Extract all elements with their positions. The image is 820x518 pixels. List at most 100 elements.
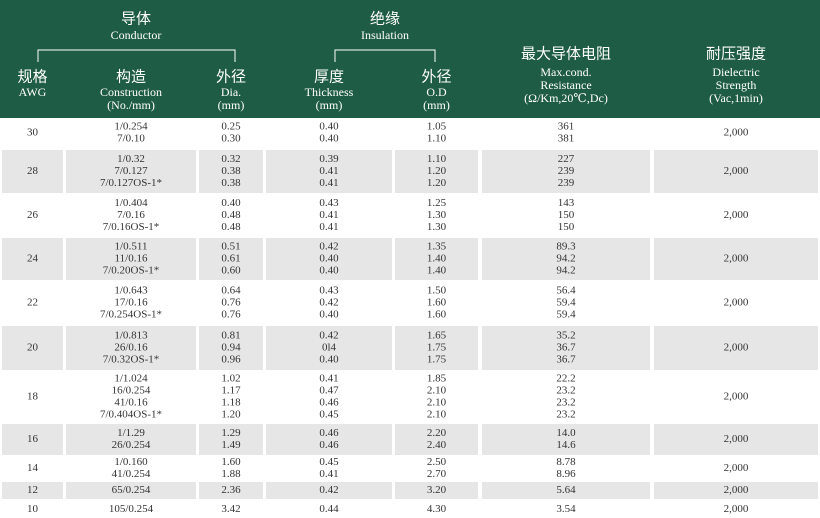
thickness-value: 0.41 xyxy=(319,221,338,233)
cell-background xyxy=(199,238,263,280)
thickness-value: 0.42 xyxy=(319,297,338,309)
cell-background xyxy=(395,238,478,280)
group-en: Insulation xyxy=(361,28,409,42)
dia-value: 0.76 xyxy=(221,309,241,321)
resistance-value: 36.7 xyxy=(556,342,576,354)
column-en: Thickness xyxy=(305,85,354,99)
column-en: Dielectric xyxy=(712,65,759,79)
thickness-value: 0.40 xyxy=(319,354,339,366)
dia-value: 2.36 xyxy=(221,484,241,496)
awg-value: 10 xyxy=(27,503,39,515)
dia-value: 0.30 xyxy=(221,133,241,145)
dia-value: 1.18 xyxy=(221,397,241,409)
dia-value: 0.38 xyxy=(221,177,241,189)
awg-value: 14 xyxy=(27,462,39,474)
group-zh: 导体 xyxy=(121,10,151,27)
awg-value: 12 xyxy=(27,484,38,496)
resistance-value: 239 xyxy=(558,177,575,189)
od-value: 2.70 xyxy=(427,468,447,480)
group-zh: 绝缘 xyxy=(370,10,400,27)
dia-value: 3.42 xyxy=(221,503,240,515)
cell-background xyxy=(2,482,63,499)
resistance-value: 56.4 xyxy=(556,285,576,297)
construction-value: 1/0.254 xyxy=(114,121,148,133)
awg-value: 30 xyxy=(27,127,39,139)
column-zh: 构造 xyxy=(116,68,146,85)
thickness-value: 0.45 xyxy=(319,456,339,468)
od-value: 1.75 xyxy=(427,342,447,354)
awg-value: 26 xyxy=(27,209,39,221)
cell-background xyxy=(395,424,478,455)
thickness-value: 0.40 xyxy=(319,265,339,277)
dielectric-value: 2,000 xyxy=(724,391,749,403)
column-zh: 厚度 xyxy=(314,68,344,85)
construction-value: 1/0.32 xyxy=(117,153,145,165)
cell-background xyxy=(482,150,650,193)
column-en: AWG xyxy=(19,85,47,99)
cell-background xyxy=(266,424,392,455)
column-en: Construction xyxy=(100,85,162,99)
column-en: Strength xyxy=(716,78,757,92)
cell-background xyxy=(395,150,478,193)
column-zh: 外径 xyxy=(216,68,246,85)
dia-value: 1.88 xyxy=(221,468,241,480)
dia-value: 0.94 xyxy=(221,342,241,354)
thickness-value: 0.42 xyxy=(319,241,338,253)
cell-background xyxy=(2,326,63,370)
od-value: 1.60 xyxy=(427,297,447,309)
od-value: 2.10 xyxy=(427,409,447,421)
construction-value: 7/0.404OS-1* xyxy=(100,409,162,421)
resistance-value: 381 xyxy=(558,133,575,145)
construction-value: 1/1.29 xyxy=(117,427,145,439)
thickness-value: 0.47 xyxy=(319,385,339,397)
resistance-value: 23.2 xyxy=(556,385,575,397)
column-en: (mm) xyxy=(316,98,343,112)
dia-value: 1.29 xyxy=(221,427,241,439)
resistance-value: 22.2 xyxy=(556,373,575,385)
cell-background xyxy=(395,326,478,370)
od-value: 1.65 xyxy=(427,330,447,342)
dia-value: 0.81 xyxy=(221,330,240,342)
cell-background xyxy=(2,424,63,455)
resistance-value: 143 xyxy=(558,197,575,209)
cell-background xyxy=(482,326,650,370)
construction-value: 7/0.127 xyxy=(114,165,148,177)
construction-value: 1/0.813 xyxy=(114,330,148,342)
awg-value: 24 xyxy=(27,253,39,265)
resistance-value: 35.2 xyxy=(556,330,575,342)
cell-background xyxy=(654,326,818,370)
od-value: 1.35 xyxy=(427,241,447,253)
awg-value: 22 xyxy=(27,297,38,309)
thickness-value: 0.40 xyxy=(319,309,339,321)
dia-value: 0.64 xyxy=(221,285,241,297)
thickness-value: 0.40 xyxy=(319,121,339,133)
column-zh: 外径 xyxy=(421,68,451,85)
column-en: Resistance xyxy=(540,78,591,92)
construction-value: 26/0.254 xyxy=(112,439,151,451)
od-value: 1.20 xyxy=(427,177,447,189)
thickness-value: 0.46 xyxy=(319,397,339,409)
dia-value: 0.61 xyxy=(221,253,240,265)
thickness-value: 0.41 xyxy=(319,209,338,221)
od-value: 1.10 xyxy=(427,133,447,145)
conductor-bracket xyxy=(37,49,236,62)
column-en: (Vac,1min) xyxy=(709,91,763,105)
insulation-bracket xyxy=(334,49,436,62)
dia-value: 1.02 xyxy=(221,373,240,385)
thickness-value: 0.42 xyxy=(319,484,338,496)
thickness-value: 0.41 xyxy=(319,165,338,177)
od-value: 2.10 xyxy=(427,385,447,397)
od-value: 2.20 xyxy=(427,427,447,439)
dielectric-value: 2,000 xyxy=(724,503,749,515)
thickness-value: 0.41 xyxy=(319,373,338,385)
thickness-value: 0.45 xyxy=(319,409,339,421)
od-value: 1.30 xyxy=(427,209,447,221)
od-value: 1.05 xyxy=(427,121,447,133)
thickness-value: 0.39 xyxy=(319,153,339,165)
dielectric-value: 2,000 xyxy=(724,462,749,474)
construction-value: 41/0.16 xyxy=(114,397,148,409)
column-en: Dia. xyxy=(221,85,241,99)
construction-value: 1/1.024 xyxy=(114,373,148,385)
dia-value: 0.96 xyxy=(221,354,241,366)
dielectric-value: 2,000 xyxy=(724,253,749,265)
